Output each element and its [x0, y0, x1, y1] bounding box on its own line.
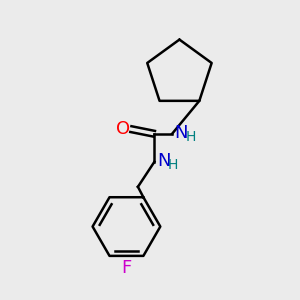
Text: F: F	[121, 259, 132, 277]
Text: H: H	[168, 158, 178, 172]
Text: O: O	[116, 119, 130, 137]
Text: H: H	[186, 130, 196, 144]
Text: N: N	[174, 124, 188, 142]
Text: N: N	[157, 152, 170, 170]
